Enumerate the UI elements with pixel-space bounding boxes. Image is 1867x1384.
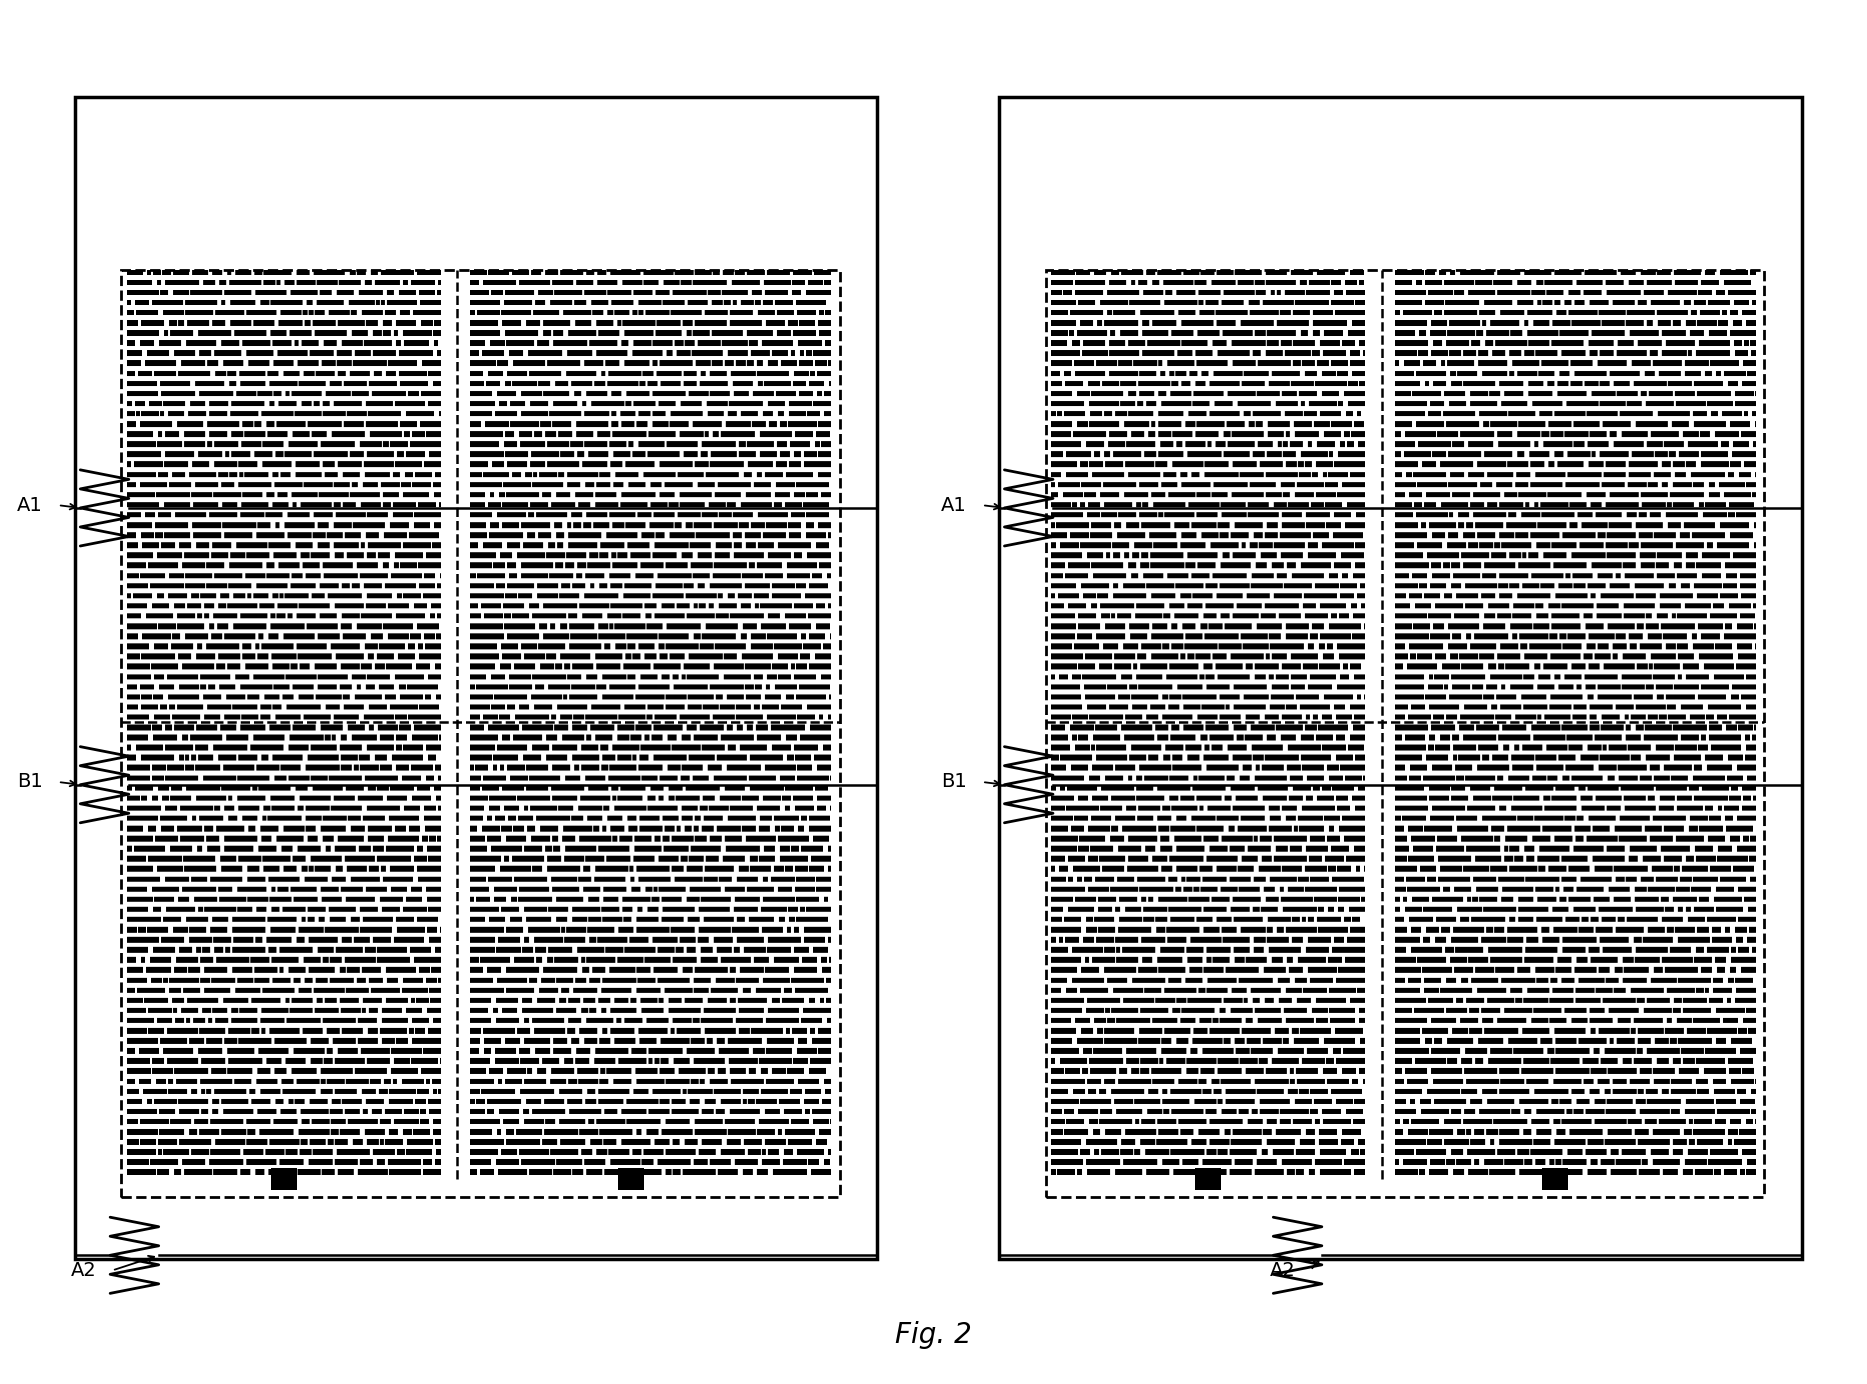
Text: T0: T0 [1200,1172,1215,1182]
Bar [1542,1168,1568,1190]
Text: T1: T1 [624,1172,639,1182]
Text: T0: T0 [276,1172,291,1182]
Bar [75,97,877,1259]
Bar [1195,1168,1221,1190]
Text: Fig. 2: Fig. 2 [894,1322,973,1349]
Bar [75,97,877,1259]
Bar [999,97,1802,1259]
Bar [121,270,840,1197]
Bar [1046,270,1764,1197]
Text: B1: B1 [941,772,967,792]
Text: T1: T1 [1548,1172,1563,1182]
Text: A2: A2 [1270,1261,1296,1280]
Text: A2: A2 [71,1261,97,1280]
Text: B1: B1 [17,772,43,792]
Bar [999,97,1802,1259]
Bar [618,1168,644,1190]
Text: A1: A1 [941,495,967,515]
Bar [271,1168,297,1190]
Text: A1: A1 [17,495,43,515]
